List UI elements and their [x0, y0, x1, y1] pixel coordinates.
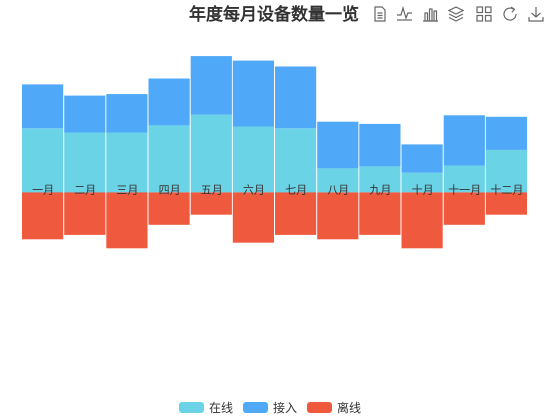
bar-2-4	[148, 78, 190, 126]
bar-3-2	[64, 192, 106, 235]
bar-3-3	[106, 192, 148, 249]
bar-2-11	[443, 115, 485, 166]
chart-title: 年度每月设备数量一览	[189, 4, 359, 25]
bar-1-1	[22, 128, 64, 193]
bar-2-12	[485, 116, 527, 150]
legend-label: 离线	[337, 400, 361, 415]
legend-item[interactable]: 接入	[243, 400, 297, 415]
x-tick-label: 十二月	[490, 182, 523, 196]
plot-area: 一月 二月 三月 四月 五月 六月 七月 八月 九月 十月 十一月 十二月	[22, 56, 527, 249]
legend-swatch	[179, 402, 204, 413]
bar-2-1	[22, 84, 64, 129]
x-tick-label: 一月	[32, 183, 54, 196]
bar-2-5	[190, 56, 232, 115]
bar-2-2	[64, 95, 106, 133]
data-view-icon[interactable]	[374, 6, 386, 22]
legend-label: 接入	[273, 400, 297, 415]
x-tick-label: 九月	[369, 183, 391, 196]
bar-1-4	[148, 125, 190, 193]
legend-swatch	[243, 402, 268, 413]
toolbox	[374, 5, 544, 22]
legend-item[interactable]: 离线	[307, 400, 361, 415]
bar-1-9	[359, 166, 401, 193]
bar-1-12	[485, 150, 527, 193]
bar-3-7	[275, 192, 317, 235]
bar-1-2	[64, 132, 106, 193]
bar-3-8	[317, 192, 359, 240]
x-tick-label: 五月	[201, 183, 223, 196]
legend-label: 在线	[209, 401, 233, 415]
bar-3-1	[22, 192, 64, 240]
bar-1-6	[232, 126, 274, 193]
legend-swatch	[307, 402, 332, 413]
bar-3-6	[232, 192, 274, 243]
stack-icon[interactable]	[447, 6, 465, 22]
bar-1-7	[275, 128, 317, 193]
bar-1-10	[401, 172, 443, 193]
x-tick-label: 四月	[159, 183, 181, 196]
bar-2-3	[106, 94, 148, 133]
bar-2-6	[232, 60, 274, 127]
x-tick-label: 八月	[327, 183, 349, 196]
tiled-icon[interactable]	[476, 6, 492, 22]
bar-3-12	[485, 192, 527, 215]
bar-1-8	[317, 168, 359, 193]
legend: 在线 接入 离线	[179, 400, 361, 415]
line-chart-icon[interactable]	[397, 5, 412, 21]
bar-2-8	[317, 121, 359, 169]
bar-2-10	[401, 144, 443, 173]
x-tick-label: 十月	[412, 182, 434, 196]
bar-3-5	[190, 192, 232, 215]
bar-1-3	[106, 132, 148, 193]
bar-2-7	[275, 66, 317, 129]
legend-item[interactable]: 在线	[179, 401, 233, 415]
x-tick-label: 十一月	[448, 182, 481, 196]
x-tick-label: 六月	[243, 183, 265, 196]
x-tick-label: 二月	[74, 183, 96, 196]
bar-3-4	[148, 192, 190, 225]
restore-icon[interactable]	[503, 6, 517, 21]
bar-chart-icon[interactable]	[423, 8, 438, 22]
x-tick-label: 七月	[285, 183, 307, 196]
bar-1-11	[443, 165, 485, 193]
save-image-icon[interactable]	[528, 7, 544, 22]
bar-2-9	[359, 123, 401, 167]
bar-3-9	[359, 192, 401, 235]
bar-3-11	[443, 192, 485, 225]
bar-1-5	[190, 114, 232, 193]
x-tick-label: 三月	[116, 183, 138, 196]
bar-3-10	[401, 192, 443, 249]
